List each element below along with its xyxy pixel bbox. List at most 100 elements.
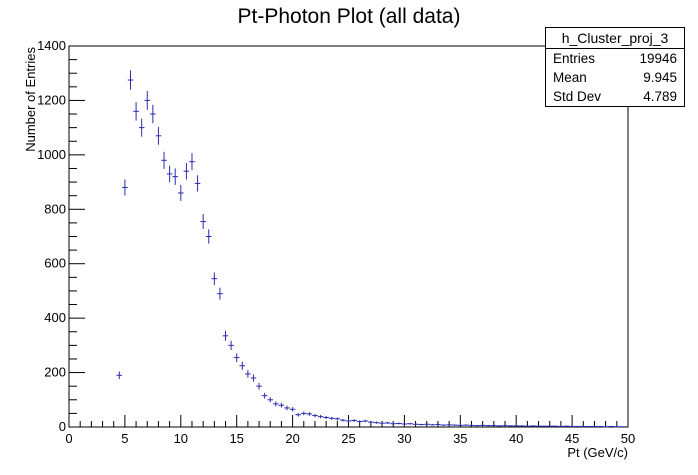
stats-row-entries: Entries 19946: [546, 49, 684, 68]
y-tick-label: 1000: [37, 147, 66, 162]
data-point: [138, 118, 145, 137]
x-tick-label: 40: [509, 431, 523, 446]
data-point: [418, 423, 424, 426]
data-point: [401, 423, 408, 425]
data-point: [518, 425, 525, 427]
data-point: [267, 397, 274, 403]
x-tick-label: 30: [397, 431, 411, 446]
data-point: [245, 370, 251, 378]
data-point: [396, 422, 402, 425]
data-point: [513, 425, 519, 427]
data-point: [574, 425, 581, 427]
data-point: [496, 425, 503, 427]
data-point: [155, 126, 162, 145]
data-point: [217, 287, 223, 300]
data-point: [435, 423, 441, 426]
y-tick-label: 0: [59, 419, 66, 434]
data-point: [474, 425, 480, 427]
data-point: [558, 425, 564, 427]
data-point: [345, 419, 352, 423]
stats-entries-value: 19946: [639, 51, 677, 66]
x-tick-label: 50: [621, 431, 635, 446]
data-point: [373, 421, 380, 424]
data-point: [183, 162, 190, 180]
data-point: [502, 425, 508, 427]
data-point: [619, 426, 626, 428]
stats-mean-value: 9.945: [643, 70, 677, 85]
data-point: [379, 422, 385, 425]
x-tick-label: 10: [174, 431, 188, 446]
x-tick-label: 45: [565, 431, 579, 446]
data-point: [250, 374, 257, 382]
data-point: [451, 424, 458, 426]
data-point: [423, 423, 430, 426]
stats-entries-label: Entries: [553, 51, 596, 66]
x-tick-label: 15: [229, 431, 243, 446]
data-point: [446, 424, 452, 426]
y-axis-label: Number of Entries: [23, 47, 38, 152]
data-point: [602, 426, 609, 428]
data-point: [507, 425, 514, 427]
data-point: [580, 425, 587, 427]
stats-stddev-label: Std Dev: [553, 89, 602, 104]
stats-row-stddev: Std Dev 4.789: [546, 87, 684, 106]
data-point: [552, 425, 559, 427]
data-point: [591, 425, 598, 427]
y-tick-label: 800: [44, 201, 66, 216]
data-point: [233, 353, 240, 362]
y-tick-label: 200: [44, 365, 66, 380]
data-point: [323, 415, 329, 420]
data-point: [597, 425, 603, 427]
data-point: [569, 425, 575, 427]
data-point: [340, 418, 346, 422]
data-point: [222, 330, 229, 341]
data-point: [356, 420, 363, 423]
data-point: [312, 413, 318, 418]
stats-box: h_Cluster_proj_3 Entries 19946 Mean 9.94…: [545, 27, 685, 107]
data-point: [463, 424, 469, 426]
data-point: [384, 421, 391, 424]
data-point: [289, 407, 296, 412]
y-tick-label: 1200: [37, 92, 66, 107]
data-point: [133, 102, 139, 121]
data-point: [351, 419, 357, 422]
data-point: [535, 425, 542, 427]
data-point: [178, 184, 184, 201]
data-point: [586, 425, 592, 427]
data-point: [407, 422, 413, 425]
data-point: [468, 424, 475, 427]
data-point: [440, 424, 447, 426]
data-point: [205, 229, 212, 244]
data-point: [166, 165, 173, 183]
chart-title: Pt-Photon Plot (all data): [238, 5, 461, 28]
data-point: [256, 382, 262, 390]
data-point: [150, 104, 156, 124]
stats-histogram-name: h_Cluster_proj_3: [546, 28, 684, 49]
data-points: [116, 70, 626, 428]
data-point: [194, 175, 201, 192]
stats-row-mean: Mean 9.945: [546, 68, 684, 87]
data-point: [390, 422, 397, 425]
data-point: [530, 425, 536, 427]
data-point: [546, 425, 553, 427]
data-point: [300, 411, 307, 416]
data-point: [479, 424, 486, 427]
data-point: [161, 151, 167, 169]
data-point: [122, 179, 128, 196]
data-point: [273, 401, 279, 407]
data-point: [457, 424, 464, 427]
data-point: [368, 420, 374, 424]
stats-mean-label: Mean: [553, 70, 587, 85]
data-point: [228, 340, 234, 351]
data-point: [524, 425, 531, 427]
x-tick-label: 5: [121, 431, 128, 446]
data-point: [144, 91, 151, 110]
data-point: [211, 272, 218, 286]
y-tick-label: 400: [44, 310, 66, 325]
data-point: [116, 371, 123, 380]
data-point: [189, 153, 195, 171]
data-point: [429, 424, 436, 426]
x-tick-label: 0: [65, 431, 72, 446]
data-point: [278, 402, 285, 408]
